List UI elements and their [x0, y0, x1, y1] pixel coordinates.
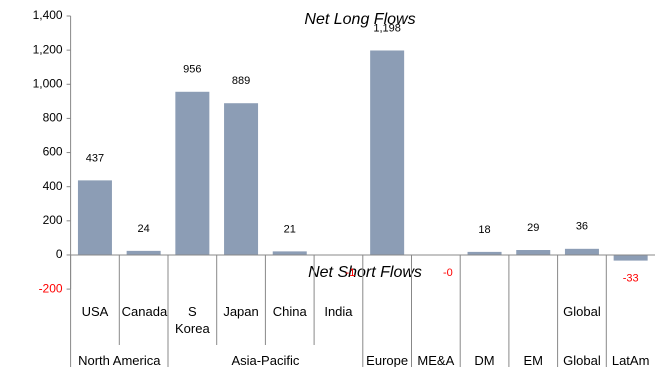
value-label: -1: [346, 267, 356, 279]
bar: [272, 251, 307, 255]
value-label: 29: [527, 222, 539, 234]
bar: [77, 180, 112, 255]
bar: [175, 91, 210, 255]
value-label: 956: [183, 64, 201, 76]
value-label: 36: [576, 221, 588, 233]
y-tick-label: 1,200: [33, 42, 63, 56]
bar: [126, 250, 161, 255]
y-tick-label: 800: [43, 111, 63, 125]
annotation: Net Short Flows: [308, 264, 422, 281]
value-label: 1,198: [373, 22, 401, 34]
x-tick-label: S Korea: [174, 304, 210, 336]
bar: [224, 103, 259, 255]
x-tick-label: Japan: [223, 304, 259, 319]
x-tick-label: USA: [81, 304, 109, 319]
y-tick-label: 0: [56, 247, 63, 261]
value-label: 889: [232, 75, 250, 87]
group-label: EM: [523, 353, 543, 367]
group-label: Europe: [366, 353, 409, 367]
y-tick-label: 400: [43, 179, 63, 193]
bar: [564, 248, 599, 255]
y-tick-label: 200: [43, 213, 63, 227]
x-tick-label: China: [272, 304, 307, 319]
value-label: 24: [138, 223, 150, 235]
bar: [516, 250, 551, 255]
x-tick-label: India: [324, 304, 353, 319]
y-tick-label: 600: [43, 145, 63, 159]
group-label: ME&A: [417, 353, 455, 367]
y-tick-label: -200: [39, 281, 63, 295]
value-label: 21: [284, 223, 296, 235]
x-tick-label: Global: [563, 304, 601, 319]
value-label: 437: [86, 152, 104, 164]
x-tick-label: Canada: [121, 304, 168, 319]
value-label: -33: [623, 273, 639, 285]
annotation: Net Long Flows: [304, 11, 415, 28]
group-label: Global: [563, 353, 601, 367]
group-label: Asia-Pacific: [231, 353, 300, 367]
group-label: LatAm: [611, 353, 650, 367]
value-label: 18: [478, 224, 490, 236]
y-tick-label: 1,000: [33, 76, 63, 90]
y-tick-label: 1,400: [33, 8, 63, 22]
bar: [467, 251, 502, 255]
bar: [613, 254, 648, 261]
value-label: -0: [443, 267, 453, 279]
group-label: DM: [474, 353, 495, 367]
group-label: North America: [78, 353, 161, 367]
bar: [370, 50, 405, 255]
